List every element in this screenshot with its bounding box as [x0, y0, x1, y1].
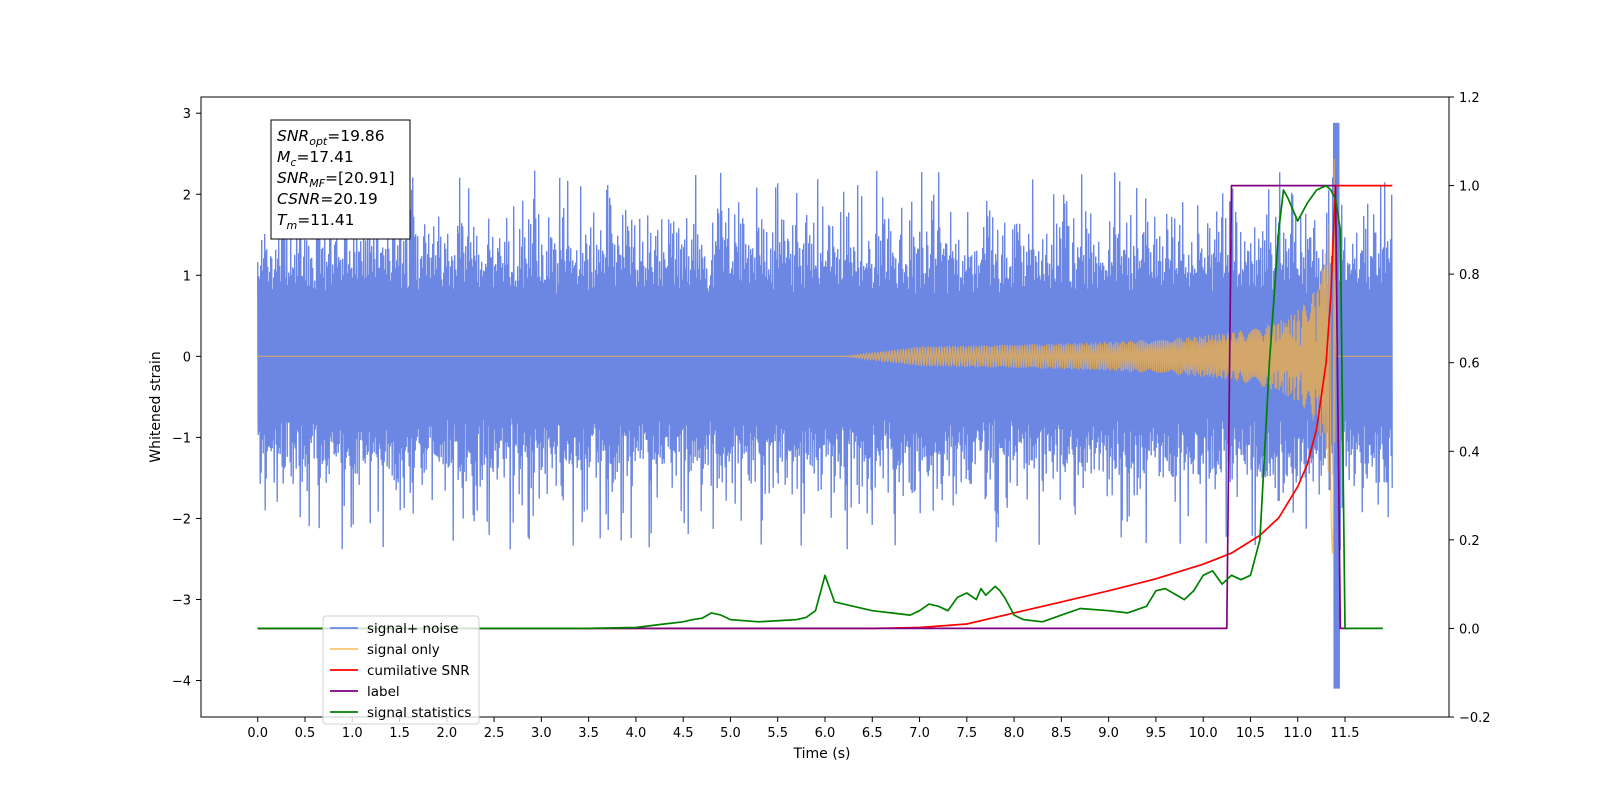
y-axis-left: 3 2 1 0 −1 −2 −3 −4 — [172, 107, 201, 690]
x-tick-label: 1.0 — [342, 726, 363, 741]
annotation-frame — [270, 119, 411, 240]
y2-tick-label: 0.8 — [1459, 268, 1480, 283]
y2-tick-label: −0.2 — [1459, 711, 1491, 726]
legend-label: label — [367, 684, 400, 700]
x-tick-label: 2.0 — [436, 726, 457, 741]
x-tick-label: 8.5 — [1051, 726, 1072, 741]
x-tick-label: 5.0 — [720, 726, 741, 741]
annotation-line: Mc=17.41 — [277, 148, 354, 169]
y2-tick-label: 0.2 — [1459, 534, 1480, 549]
legend-label: signal statistics — [367, 705, 471, 721]
y-axis-label: Whitened strain — [148, 351, 164, 462]
y2-tick-label: 1.0 — [1459, 180, 1480, 195]
annotation-line: Tm=11.41 — [277, 211, 355, 232]
x-tick-label: 3.0 — [531, 726, 552, 741]
annotation-line: SNRMF=[20.91] — [277, 169, 395, 190]
legend-label: signal+ noise — [367, 621, 458, 637]
series-signal-noise — [257, 122, 1393, 689]
x-tick-label: 8.0 — [1004, 726, 1025, 741]
y2-tick-label: 0.4 — [1459, 445, 1480, 460]
x-tick-label: 10.0 — [1189, 726, 1218, 741]
x-tick-label: 9.0 — [1098, 726, 1119, 741]
series-signal-statistics — [257, 184, 1383, 630]
y-tick-label: −1 — [172, 431, 191, 446]
series-signal-only — [257, 158, 1393, 554]
y-tick-label: 3 — [183, 107, 191, 122]
x-tick-label: 6.0 — [815, 726, 836, 741]
y-tick-label: 1 — [183, 269, 191, 284]
x-tick-label: 10.5 — [1236, 726, 1265, 741]
y-tick-label: −2 — [172, 512, 191, 527]
x-tick-label: 4.5 — [673, 726, 694, 741]
annotation-line: SNRopt=19.86 — [277, 127, 385, 148]
series-label — [257, 184, 1350, 630]
annotation-box: SNRopt=19.86Mc=17.41SNRMF=[20.91]CSNR=20… — [270, 119, 411, 240]
x-tick-label: 1.5 — [389, 726, 410, 741]
y-tick-label: 2 — [183, 188, 191, 203]
x-tick-label: 7.5 — [956, 726, 977, 741]
x-tick-label: 5.5 — [767, 726, 788, 741]
legend-label: signal only — [367, 642, 440, 658]
series-cumulative-snr — [257, 184, 1393, 630]
x-tick-label: 2.5 — [484, 726, 505, 741]
x-tick-label: 0.5 — [295, 726, 316, 741]
annotation-line: CSNR=20.19 — [277, 190, 378, 208]
legend-frame — [322, 615, 480, 725]
x-tick-label: 0.0 — [247, 726, 268, 741]
x-axis: 0.0 0.5 1.0 1.5 2.0 2.5 3.0 3.5 4.0 4.5 5.0 5.5 6.0 6… — [247, 717, 1359, 741]
y2-tick-label: 1.2 — [1459, 91, 1480, 106]
x-tick-label: 4.0 — [626, 726, 647, 741]
y-axis-right: 1.2 1.0 0.8 0.6 0.4 0.2 0.0 −0.2 — [1449, 91, 1491, 726]
x-tick-label: 6.5 — [862, 726, 883, 741]
y2-tick-label: 0.0 — [1459, 622, 1480, 637]
plot-area — [257, 122, 1393, 689]
y-tick-label: −4 — [172, 675, 191, 690]
y-tick-label: −3 — [172, 593, 191, 608]
x-tick-label: 9.5 — [1146, 726, 1167, 741]
x-tick-label: 11.0 — [1283, 726, 1312, 741]
legend: signal+ noise signal only cumilative SNR la… — [322, 615, 480, 725]
x-tick-label: 11.5 — [1331, 726, 1360, 741]
y2-tick-label: 0.6 — [1459, 357, 1480, 372]
x-tick-label: 7.0 — [909, 726, 930, 741]
legend-label: cumilative SNR — [367, 663, 470, 679]
x-tick-label: 3.5 — [578, 726, 599, 741]
x-axis-label: Time (s) — [793, 746, 851, 762]
y-tick-label: 0 — [183, 350, 191, 365]
